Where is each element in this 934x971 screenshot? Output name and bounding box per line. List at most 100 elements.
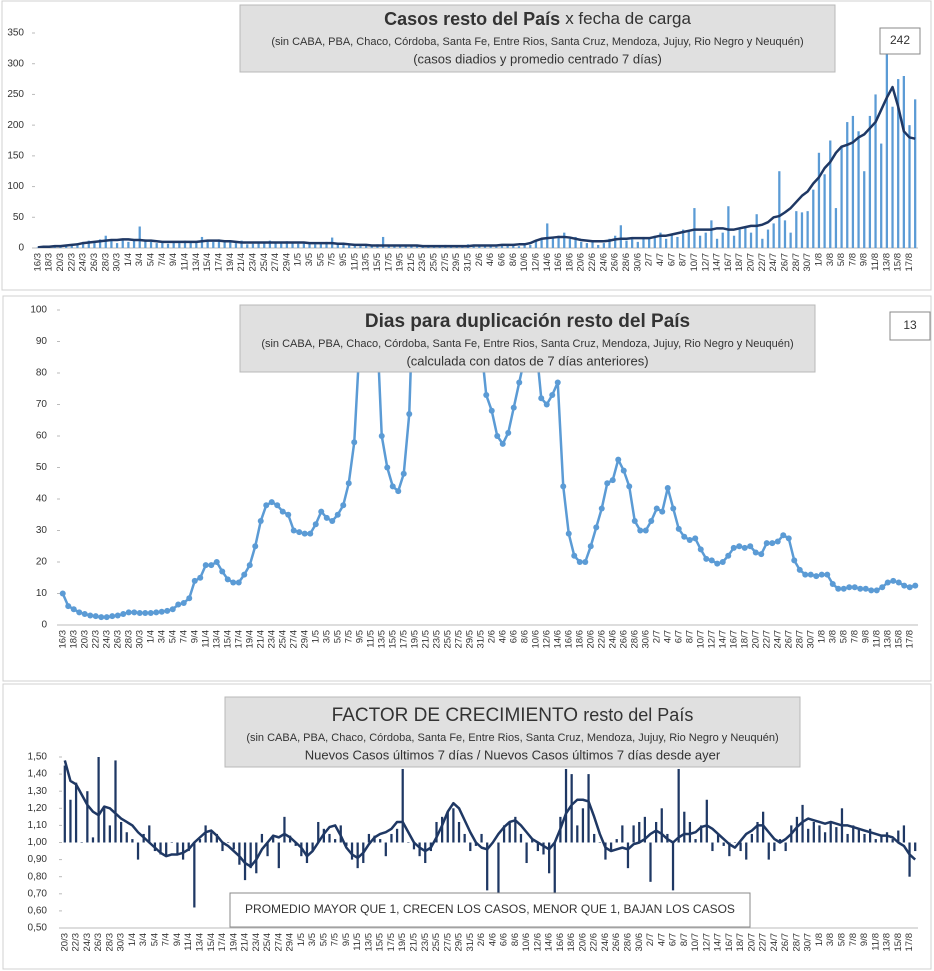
x-tick-label: 10/6 <box>519 253 530 272</box>
x-tick-label: 6/7 <box>668 933 679 946</box>
bar <box>829 821 832 843</box>
x-tick-label: 16/7 <box>723 253 734 272</box>
bar <box>553 842 556 920</box>
line-marker <box>692 535 699 542</box>
line-marker <box>796 566 803 573</box>
x-tick-label: 21/5 <box>408 933 419 952</box>
title-box <box>224 696 801 768</box>
x-tick-label: 4/6 <box>485 253 496 266</box>
bar <box>305 842 309 864</box>
bar <box>632 825 635 843</box>
bar <box>238 842 241 865</box>
x-tick-label: 26/6 <box>610 253 621 272</box>
x-tick-label: 22/7 <box>757 253 768 272</box>
bar <box>170 842 173 843</box>
x-tick-label: 4/6 <box>487 933 498 946</box>
bar <box>868 115 872 248</box>
bar <box>829 140 832 248</box>
x-tick-label: 9/5 <box>341 933 352 946</box>
bar <box>395 828 399 843</box>
callout: 13 <box>903 318 917 332</box>
x-tick-label: 28/7 <box>791 253 802 272</box>
x-tick-label: 16/3 <box>57 630 68 649</box>
line-marker <box>483 392 490 399</box>
bar <box>91 837 95 843</box>
bar <box>902 825 906 843</box>
x-tick-label: 7/5 <box>330 933 341 946</box>
bar <box>857 828 860 843</box>
x-tick-label: 12/7 <box>706 630 717 649</box>
x-tick-label: 29/4 <box>299 630 310 649</box>
bar <box>733 842 737 843</box>
x-tick-label: 11/8 <box>870 933 881 951</box>
title-box <box>239 304 816 373</box>
bar <box>198 839 202 843</box>
chart-title: Dias para duplicación resto del País <box>365 311 690 332</box>
x-tick-label: 8/7 <box>684 630 695 643</box>
x-tick-label: 11/4 <box>180 253 191 271</box>
line-marker <box>873 587 880 594</box>
line-marker <box>840 585 847 592</box>
x-tick-label: 7/5 <box>327 253 338 266</box>
line-marker <box>65 603 72 610</box>
x-tick-label: 1/8 <box>813 253 824 266</box>
y-tick-label: 0,70 <box>28 888 48 899</box>
bar <box>715 238 719 248</box>
bar <box>705 799 708 843</box>
bar <box>551 236 555 248</box>
x-tick-label: 13/4 <box>211 630 222 649</box>
x-tick-label: 3/8 <box>825 933 836 946</box>
bar <box>587 774 590 843</box>
bar <box>563 232 566 248</box>
line-marker <box>747 543 754 550</box>
x-tick-label: 2/6 <box>486 630 497 643</box>
line-marker <box>829 581 836 588</box>
bar <box>227 842 230 843</box>
line-marker <box>560 483 567 490</box>
x-tick-label: 26/6 <box>618 630 629 649</box>
x-tick-label: 15/8 <box>893 253 904 272</box>
x-tick-label: 12/7 <box>700 253 711 272</box>
x-tick-label: 20/7 <box>746 933 757 952</box>
x-tick-label: 24/6 <box>607 630 618 649</box>
x-tick-label: 20/7 <box>750 630 761 649</box>
x-tick-label: 9/4 <box>172 933 183 946</box>
bar <box>127 241 130 248</box>
bar <box>189 242 192 248</box>
x-tick-label: 26/7 <box>783 630 794 649</box>
bar <box>193 842 196 908</box>
line-marker <box>76 609 83 616</box>
x-tick-label: 20/3 <box>59 933 70 952</box>
x-tick-label: 6/6 <box>496 253 507 266</box>
x-tick-label: 4/7 <box>656 933 667 946</box>
bar <box>852 825 855 843</box>
x-tick-label: 18/6 <box>564 253 575 272</box>
bar <box>206 240 209 248</box>
x-tick-label: 18/6 <box>574 630 585 649</box>
x-tick-label: 29/5 <box>464 630 475 649</box>
line-marker <box>890 577 897 584</box>
bar <box>614 235 617 248</box>
line-marker <box>268 499 275 506</box>
line-marker <box>301 530 308 537</box>
x-tick-label: 11/8 <box>871 630 882 648</box>
x-tick-label: 31/5 <box>463 253 474 272</box>
x-tick-label: 28/6 <box>622 933 633 952</box>
x-tick-label: 17/4 <box>233 630 244 649</box>
bar <box>418 842 421 857</box>
bar <box>272 837 275 843</box>
x-tick-label: 23/4 <box>266 630 277 649</box>
x-tick-label: 21/4 <box>255 630 266 649</box>
bar <box>36 247 39 248</box>
line-marker <box>235 579 242 586</box>
line-marker <box>703 555 710 562</box>
x-tick-label: 29/5 <box>454 933 465 952</box>
x-tick-label: 25/4 <box>277 630 288 649</box>
x-tick-label: 30/6 <box>632 253 643 272</box>
line-marker <box>109 613 116 620</box>
y-tick-label: 1,10 <box>28 820 48 831</box>
x-tick-label: 17/4 <box>213 253 224 272</box>
x-tick-label: 11/5 <box>349 253 360 271</box>
